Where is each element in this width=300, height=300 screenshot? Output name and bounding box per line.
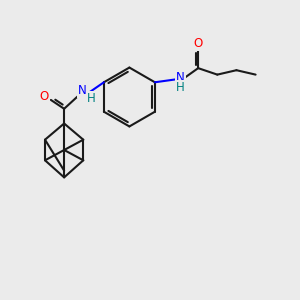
Text: N: N xyxy=(78,84,87,97)
Text: H: H xyxy=(176,81,185,94)
Text: N: N xyxy=(176,71,185,84)
Text: O: O xyxy=(194,37,203,50)
Text: H: H xyxy=(87,92,96,105)
Text: O: O xyxy=(40,90,49,103)
